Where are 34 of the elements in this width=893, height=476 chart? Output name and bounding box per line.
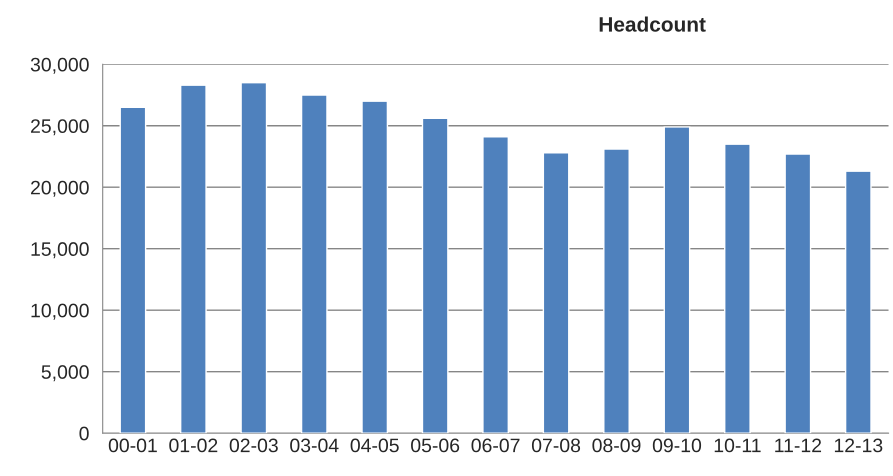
- x-tick-label: 05-06: [411, 438, 460, 452]
- y-tick-label: 30,000: [30, 58, 89, 74]
- bar: [482, 136, 510, 434]
- x-tick-label: 01-02: [169, 438, 218, 452]
- x-tick-label: 02-03: [230, 438, 278, 452]
- y-tick-label: 25,000: [31, 119, 89, 136]
- x-tick-label: 04-05: [350, 438, 399, 452]
- bar: [784, 153, 812, 434]
- x-tick-label: 10-11: [714, 438, 761, 452]
- y-tick-label: 10,000: [32, 304, 89, 320]
- y-tick-label: 5,000: [42, 365, 89, 382]
- x-tick-label: 06-07: [472, 438, 520, 452]
- bar: [724, 143, 751, 434]
- x-tick-label: 11-12: [775, 438, 822, 452]
- x-tick-label: 12-13: [834, 438, 882, 452]
- y-tick-label: 0: [79, 426, 89, 440]
- bar: [361, 100, 388, 434]
- chart-title: Headcount: [600, 16, 706, 32]
- x-tick-label: 08-09: [592, 438, 640, 452]
- bar: [120, 106, 146, 434]
- y-tick-label: 15,000: [32, 242, 89, 258]
- y-tick-label: 20,000: [31, 180, 89, 197]
- bar: [844, 170, 872, 434]
- x-tick-label: 03-04: [290, 438, 339, 452]
- x-tick-label: 00-01: [108, 438, 157, 452]
- bar: [300, 94, 328, 434]
- bar: [422, 118, 449, 434]
- bar: [664, 126, 690, 434]
- bar: [240, 82, 268, 434]
- x-tick-label: 07-08: [532, 438, 580, 452]
- x-tick-label: 09-10: [652, 438, 702, 452]
- bar: [180, 84, 207, 434]
- bar: [603, 148, 630, 434]
- bar: [542, 152, 570, 434]
